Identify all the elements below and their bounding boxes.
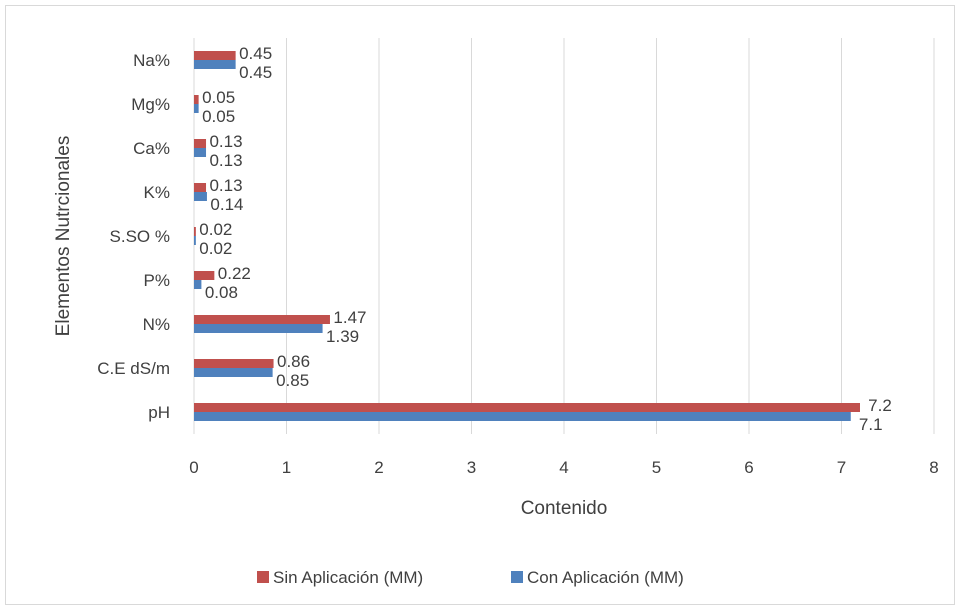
category-label: N% (143, 315, 170, 334)
data-labels: 7.27.1 0.860.85 1.471.39 0.220.08 0.020.02 0.… (199, 44, 892, 434)
bar (194, 192, 207, 201)
x-tick-label: 4 (559, 458, 568, 477)
data-label: 0.86 (277, 352, 310, 371)
x-tick-labels: 0 1 2 3 4 5 6 7 8 (189, 458, 938, 477)
bar (194, 139, 207, 148)
x-tick-label: 3 (467, 458, 476, 477)
x-axis-title: Contenido (521, 498, 608, 519)
x-tick-label: 8 (929, 458, 938, 477)
data-label: 0.02 (199, 220, 232, 239)
bars (194, 51, 860, 421)
legend: Sin Aplicación (MM) Con Aplicación (MM) (257, 568, 684, 587)
bar (194, 412, 851, 421)
data-label: 0.13 (209, 176, 242, 195)
data-label: 0.05 (202, 88, 235, 107)
data-label: 1.47 (333, 308, 366, 327)
category-label: pH (148, 403, 170, 422)
category-label: P% (144, 271, 170, 290)
bar (194, 148, 207, 157)
bar (194, 227, 196, 236)
data-label: 7.1 (859, 415, 883, 434)
chart-frame (5, 5, 955, 605)
bar (194, 368, 273, 377)
legend-swatch (511, 571, 523, 583)
x-tick-label: 5 (652, 458, 661, 477)
data-label: 0.05 (202, 107, 235, 126)
category-label: S.SO % (110, 227, 170, 246)
y-axis-title: Elementos Nutrcionales (53, 136, 74, 337)
bar (194, 236, 196, 245)
legend-label: Con Aplicación (MM) (527, 568, 684, 587)
bar (194, 60, 236, 69)
category-label: K% (144, 183, 170, 202)
data-label: 0.13 (209, 132, 242, 151)
x-tick-label: 6 (744, 458, 753, 477)
bar (194, 359, 274, 368)
category-label: Ca% (133, 139, 170, 158)
category-label: C.E dS/m (97, 359, 170, 378)
bar (194, 271, 215, 280)
data-label: 1.39 (326, 327, 359, 346)
x-tick-label: 2 (374, 458, 383, 477)
legend-swatch (257, 571, 269, 583)
data-label: 0.85 (276, 371, 309, 390)
bar (194, 315, 330, 324)
category-labels: pH C.E dS/m N% P% S.SO % K% Ca% Mg% Na% (97, 51, 170, 422)
bar (194, 403, 860, 412)
bar (194, 95, 199, 104)
x-tick-label: 1 (282, 458, 291, 477)
category-label: Mg% (131, 95, 170, 114)
data-label: 0.13 (209, 151, 242, 170)
data-label: 0.08 (205, 283, 238, 302)
legend-label: Sin Aplicación (MM) (273, 568, 423, 587)
x-tick-label: 7 (837, 458, 846, 477)
data-label: 0.14 (210, 195, 243, 214)
x-tick-label: 0 (189, 458, 198, 477)
data-label: 0.45 (239, 63, 272, 82)
bar (194, 183, 207, 192)
bar (194, 51, 236, 60)
data-label: 0.22 (218, 264, 251, 283)
bar (194, 280, 202, 289)
bar (194, 104, 199, 113)
category-label: Na% (133, 51, 170, 70)
data-label: 0.45 (239, 44, 272, 63)
bar (194, 324, 323, 333)
data-label: 7.2 (868, 396, 892, 415)
data-label: 0.02 (199, 239, 232, 258)
